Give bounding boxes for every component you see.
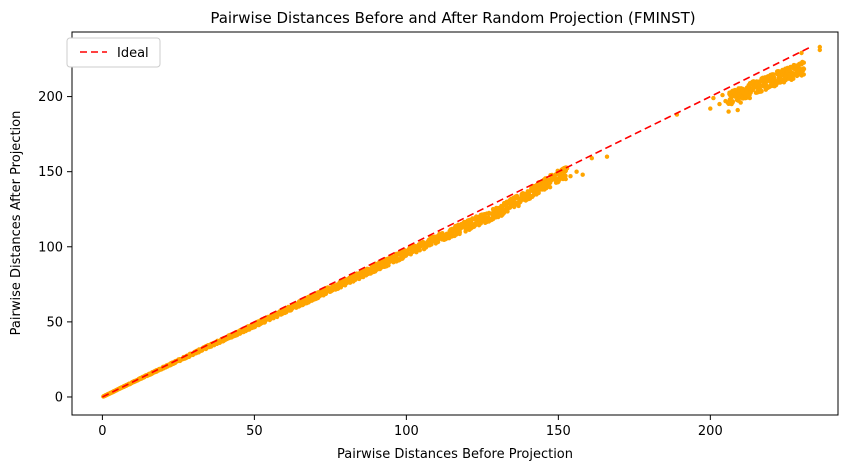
scatter-point xyxy=(801,72,806,77)
scatter-point xyxy=(454,232,459,237)
scatter-point xyxy=(744,89,749,95)
y-tick-label: 150 xyxy=(38,165,63,180)
scatter-point xyxy=(726,109,731,114)
scatter-point xyxy=(563,176,568,182)
scatter-point xyxy=(735,107,740,113)
plot-area-frame xyxy=(71,31,839,416)
x-tick-label: 150 xyxy=(546,424,571,439)
scatter-point xyxy=(514,193,520,199)
scatter-point xyxy=(723,98,728,104)
scatter-point xyxy=(568,174,573,179)
scatter-point xyxy=(435,239,441,245)
scatter-point xyxy=(791,76,796,81)
x-tick-label: 0 xyxy=(98,424,106,439)
scatter-point xyxy=(558,172,563,177)
scatter-point xyxy=(536,190,541,196)
x-axis-label: Pairwise Distances Before Projection xyxy=(337,447,573,462)
scatter-point xyxy=(801,60,806,65)
scatter-point xyxy=(262,320,267,325)
legend-box xyxy=(66,37,161,68)
legend-ideal-label: Ideal xyxy=(117,46,149,61)
scatter-point xyxy=(720,92,725,98)
scatter-point xyxy=(817,47,822,53)
scatter-point xyxy=(580,172,585,177)
scatter-point xyxy=(799,50,804,56)
scatter-point xyxy=(772,75,777,80)
legend: Ideal xyxy=(66,37,161,68)
scatter-point xyxy=(717,101,722,107)
y-tick-label: 0 xyxy=(55,390,63,405)
x-tick-label: 200 xyxy=(698,424,723,439)
scatter-point xyxy=(512,204,517,210)
scatter-point xyxy=(563,173,568,178)
y-tick-label: 200 xyxy=(38,90,63,105)
scatter-point xyxy=(574,169,579,174)
scatter-point xyxy=(589,156,594,161)
scatter-point xyxy=(729,94,734,99)
scatter-point xyxy=(708,106,713,111)
y-axis: 0 50 100 150 200 xyxy=(38,90,72,405)
scatter-point xyxy=(801,66,807,72)
y-tick-label: 50 xyxy=(46,315,63,330)
scatter-point xyxy=(473,223,478,228)
scatter-point xyxy=(730,99,735,104)
scatter-points xyxy=(101,44,822,399)
scatter-point xyxy=(604,154,610,159)
scatter-point xyxy=(547,185,553,190)
scatter-point xyxy=(738,100,743,105)
x-axis: 0 50 100 150 200 xyxy=(98,415,723,439)
x-tick-label: 50 xyxy=(246,424,263,439)
scatter-point xyxy=(759,89,764,94)
x-tick-label: 100 xyxy=(394,424,419,439)
scatter-point xyxy=(747,95,752,101)
scatter-point xyxy=(711,95,716,101)
y-tick-label: 100 xyxy=(38,240,63,255)
scatter-point xyxy=(468,219,474,225)
y-axis-label: Pairwise Distances After Projection xyxy=(9,111,24,336)
chart-title: Pairwise Distances Before and After Rand… xyxy=(210,9,695,27)
